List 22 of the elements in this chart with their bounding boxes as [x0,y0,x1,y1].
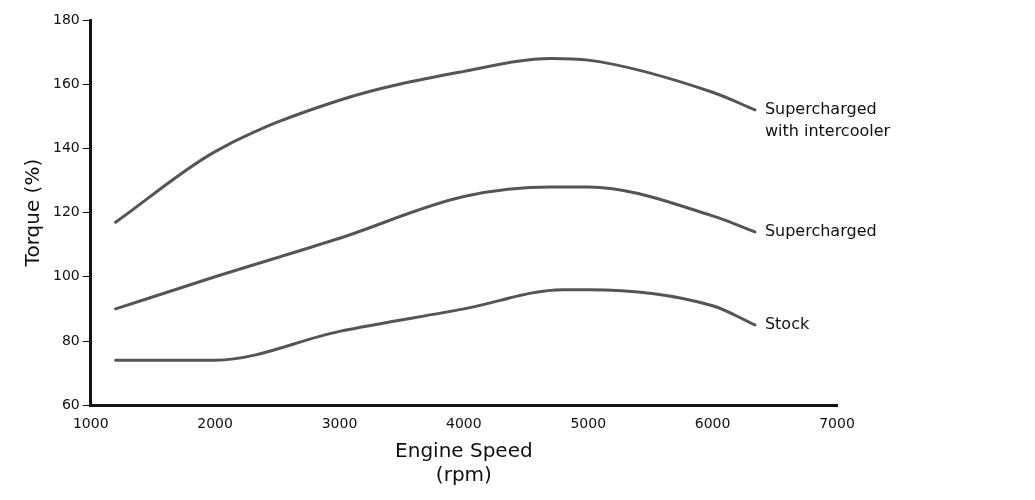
series-label: Stock [764,314,810,334]
y-tick-label: 140 [52,139,80,156]
y-tick-label: 180 [52,10,80,27]
y-tick-label: 120 [52,203,80,220]
x-tick-label: 3000 [321,415,358,432]
y-tick-label: 160 [52,74,80,91]
x-axis-title: Engine Speed (rpm) [395,438,533,487]
line-series [114,57,757,224]
line-series [114,185,757,311]
x-tick-label: 4000 [446,415,482,432]
y-axis-title: Torque (%) [20,158,45,268]
x-tick-label: 7000 [819,415,855,432]
x-tick-label: 5000 [570,415,607,432]
x-tick-label: 1000 [72,415,109,432]
series-label: Supercharged [764,221,877,241]
line-series [114,288,757,362]
y-tick-label: 60 [61,395,80,412]
y-tick-label: 100 [52,267,80,284]
y-tick-label: 80 [61,331,80,348]
series-label: Supercharged with intercooler [764,99,891,141]
x-tick-label: 6000 [694,415,731,432]
x-tick-label: 2000 [197,415,233,432]
